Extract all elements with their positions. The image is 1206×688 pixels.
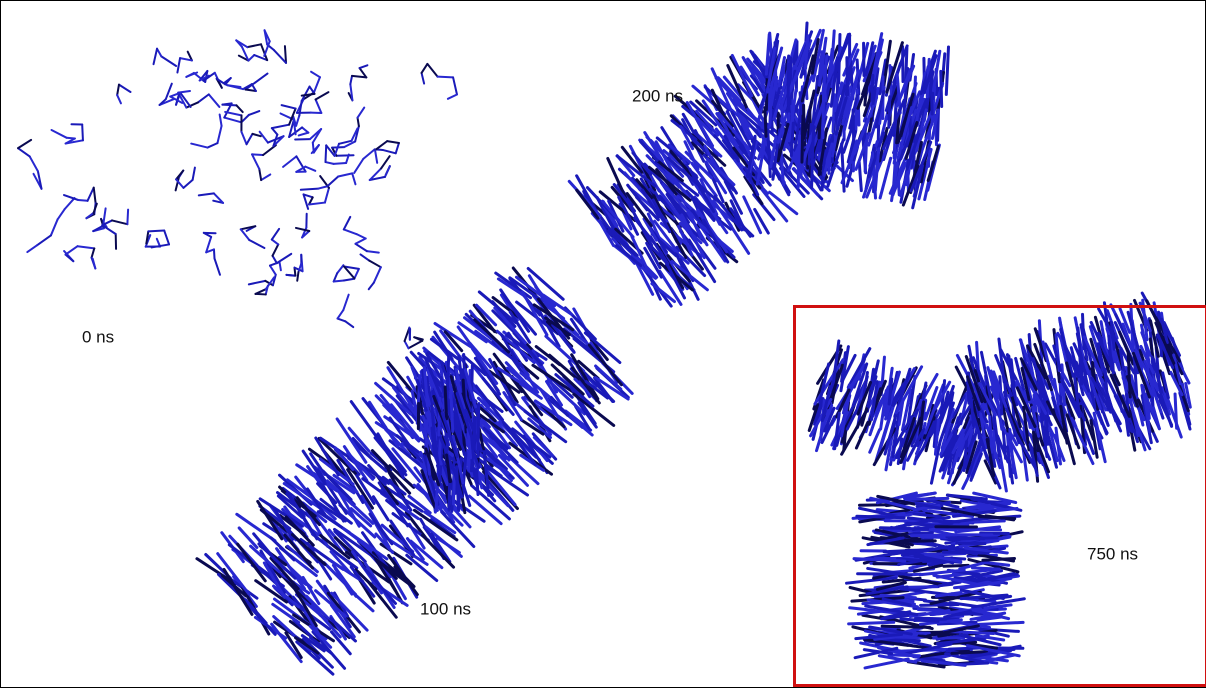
bond <box>334 163 346 164</box>
bond <box>941 71 942 106</box>
bond <box>285 46 286 63</box>
bond <box>325 145 326 162</box>
bond <box>918 609 943 611</box>
bond <box>932 70 933 98</box>
bond <box>889 97 890 127</box>
bond <box>1128 354 1130 397</box>
bond <box>950 528 1001 529</box>
bond <box>334 280 344 281</box>
bond <box>994 431 996 457</box>
bond <box>297 272 298 281</box>
figure: 0 ns 100 ns 200 ns 750 ns <box>0 0 1206 688</box>
bond <box>791 123 793 155</box>
bond <box>823 93 824 138</box>
bond <box>286 275 295 276</box>
bond <box>438 77 454 78</box>
bond <box>849 622 894 624</box>
bond <box>912 535 957 536</box>
bond <box>943 552 986 553</box>
bond <box>214 249 215 258</box>
bond <box>882 626 930 627</box>
bond <box>451 390 453 431</box>
bond <box>127 210 128 225</box>
bond <box>252 154 263 155</box>
figure-border <box>1 1 1206 688</box>
bond <box>765 108 766 137</box>
bond <box>148 231 164 232</box>
bond <box>857 516 904 517</box>
bond <box>439 398 440 435</box>
snapshot-label: 100 ns <box>420 599 471 618</box>
snapshot-label: 750 ns <box>1087 544 1138 563</box>
bond <box>952 652 986 654</box>
bond <box>457 467 459 510</box>
bond <box>78 200 87 201</box>
bond <box>445 387 446 419</box>
bond <box>812 127 814 151</box>
bond <box>949 538 997 540</box>
bond <box>981 533 1009 534</box>
bond <box>977 622 1023 624</box>
snapshot-label: 200 ns <box>632 86 683 105</box>
bond <box>798 136 799 188</box>
bond <box>972 568 999 569</box>
bond <box>872 75 873 100</box>
bond <box>921 604 959 605</box>
bond <box>906 498 948 499</box>
bond <box>301 189 319 190</box>
bond <box>847 58 848 95</box>
bond <box>82 125 83 141</box>
bond <box>983 558 1015 560</box>
bond <box>358 118 359 126</box>
bond <box>222 105 236 106</box>
bond <box>280 262 281 270</box>
snapshot-label: 0 ns <box>82 327 114 346</box>
